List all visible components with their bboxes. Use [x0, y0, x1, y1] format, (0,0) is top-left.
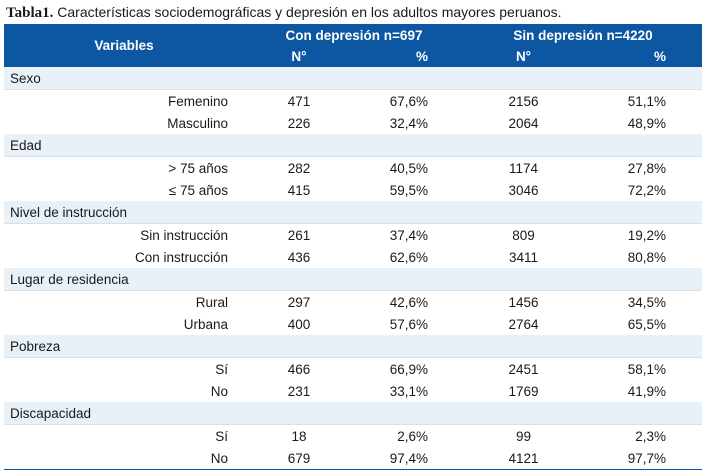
table-row: > 75 años 282 40,5% 1174 27,8% [4, 157, 702, 180]
table-body: Sexo Femenino 471 67,6% 2156 51,1% Masculino 22… [4, 67, 703, 470]
cell-pct-sin: 97,7% [583, 447, 703, 470]
group-label: Discapacidad [4, 402, 703, 425]
cell-pct-sin: 34,5% [627, 294, 667, 310]
cell-pct-sin: 65,5% [627, 316, 667, 332]
cell-n-con: 261 [287, 227, 311, 243]
row-label: Urbana [183, 316, 228, 332]
cell-pct-con: 59,5% [389, 182, 429, 198]
row-label: Femenino [167, 93, 228, 109]
cell-pct-con: 66,9% [389, 361, 429, 377]
cell-n-con: 282 [287, 160, 311, 176]
group-label: Pobreza [4, 335, 703, 358]
cell-n-sin: 1769 [508, 383, 539, 399]
header-variables: Variables [4, 24, 244, 67]
header-pct-sin: % [583, 46, 703, 67]
row-label: Rural [195, 294, 228, 310]
table-row: Rural 297 42,6% 1456 34,5% [4, 291, 702, 314]
cell-n-sin: 2156 [508, 93, 539, 109]
cell-n-sin: 809 [512, 227, 535, 243]
cell-pct-con: 62,6% [389, 249, 429, 265]
cell-pct-con: 40,5% [389, 160, 429, 176]
table-row: Urbana 400 57,6% 2764 65,5% [4, 313, 702, 335]
group-row: Lugar de residencia [4, 268, 703, 291]
cell-pct-con: 32,4% [389, 115, 429, 131]
group-row: Nivel de instrucción [4, 201, 703, 224]
cell-n-con: 436 [287, 249, 311, 265]
group-row: Pobreza [4, 335, 703, 358]
cell-n-sin: 2451 [508, 361, 539, 377]
row-label: Sí [215, 428, 228, 444]
cell-n-sin: 2764 [508, 316, 539, 332]
row-label: Con instrucción [134, 249, 228, 265]
table-row: Sin instrucción 261 37,4% 809 19,2% [4, 224, 702, 247]
row-label: Sin instrucción [140, 227, 228, 243]
row-label: ≤ 75 años [168, 182, 228, 198]
cell-pct-sin: 41,9% [627, 383, 667, 399]
cell-pct-sin: 80,8% [627, 249, 667, 265]
table-row: Sí 466 66,9% 2451 58,1% [4, 358, 702, 381]
cell-n-con: 226 [287, 115, 311, 131]
header-con-depresion: Con depresión n=697 [244, 24, 465, 46]
cell-pct-sin: 2,3% [635, 428, 667, 444]
cell-n-sin: 2064 [508, 115, 539, 131]
group-label: Edad [4, 134, 703, 157]
row-label: > 75 años [168, 160, 228, 176]
table-row: Con instrucción 436 62,6% 3411 80,8% [4, 246, 702, 268]
cell-n-con: 297 [287, 294, 311, 310]
cell-n-sin: 1456 [508, 294, 539, 310]
cell-pct-con: 2,6% [397, 428, 429, 444]
data-table: Variables Con depresión n=697 Sin depres… [4, 24, 703, 470]
row-label: No [210, 383, 228, 399]
cell-pct-con: 57,6% [389, 316, 429, 332]
cell-n-con: 471 [287, 93, 311, 109]
cell-n-sin: 3411 [509, 249, 539, 265]
group-row: Sexo [4, 67, 703, 90]
cell-pct-sin: 72,2% [627, 182, 667, 198]
cell-n-con: 18 [291, 428, 307, 444]
cell-n-con: 415 [287, 182, 311, 198]
table-row: Masculino 226 32,4% 2064 48,9% [4, 112, 702, 134]
table-row: Femenino 471 67,6% 2156 51,1% [4, 90, 702, 113]
cell-n-sin: 1174 [509, 160, 539, 176]
table-row: Sí 18 2,6% 99 2,3% [4, 425, 702, 448]
header-row-groups: Variables Con depresión n=697 Sin depres… [4, 24, 703, 67]
table-title: Características sociodemográficas y depr… [57, 4, 562, 20]
row-label: No [4, 447, 244, 470]
cell-pct-con: 42,6% [389, 294, 429, 310]
cell-n-con: 466 [287, 361, 311, 377]
cell-pct-con: 97,4% [354, 447, 465, 470]
cell-pct-sin: 51,1% [627, 93, 667, 109]
cell-pct-sin: 19,2% [627, 227, 667, 243]
header-n-sin: N° [464, 46, 584, 67]
header-sin-depresion: Sin depresión n=4220 [464, 24, 703, 46]
cell-pct-con: 33,1% [389, 383, 429, 399]
cell-pct-con: 37,4% [389, 227, 429, 243]
header-pct-con: % [354, 46, 465, 67]
row-label: Masculino [167, 115, 228, 131]
group-label: Nivel de instrucción [4, 201, 703, 224]
cell-n-sin: 99 [516, 428, 532, 444]
row-label: Sí [215, 361, 228, 377]
cell-pct-sin: 48,9% [627, 115, 667, 131]
cell-pct-con: 67,6% [389, 93, 429, 109]
group-row: Discapacidad [4, 402, 703, 425]
table-row: No 231 33,1% 1769 41,9% [4, 380, 702, 402]
group-row: Edad [4, 134, 703, 157]
cell-n-sin: 4121 [464, 447, 584, 470]
cell-n-con: 231 [287, 383, 311, 399]
table-row: ≤ 75 años 415 59,5% 3046 72,2% [4, 179, 702, 201]
cell-n-con: 400 [287, 316, 311, 332]
group-label: Sexo [4, 67, 703, 90]
header-n-con: N° [244, 46, 354, 67]
group-label: Lugar de residencia [4, 268, 703, 291]
header-row-measures: N° % N° % [4, 46, 703, 67]
cell-n-sin: 3046 [508, 182, 539, 198]
table-row: No 679 97,4% 4121 97,7% [4, 447, 703, 470]
cell-pct-sin: 27,8% [627, 160, 667, 176]
table-number: Tabla1. [6, 5, 54, 21]
cell-pct-sin: 58,1% [627, 361, 667, 377]
table-caption: Tabla1. Características sociodemográfica… [6, 2, 562, 22]
cell-n-con: 679 [244, 447, 354, 470]
